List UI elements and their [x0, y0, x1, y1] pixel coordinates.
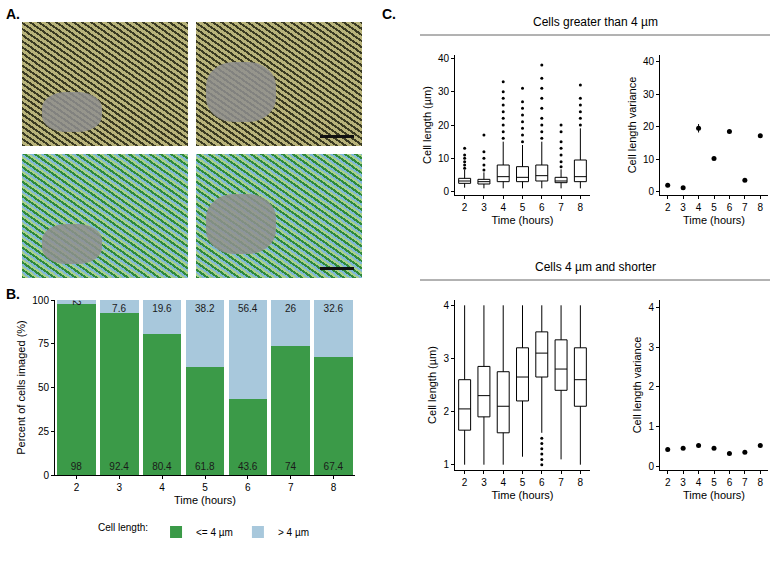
svg-text:6: 6 — [539, 477, 545, 488]
svg-text:4: 4 — [648, 302, 654, 313]
svg-text:5: 5 — [520, 202, 526, 213]
svg-text:98: 98 — [71, 461, 83, 472]
svg-text:7: 7 — [288, 482, 294, 493]
svg-text:3: 3 — [443, 353, 449, 364]
svg-text:2: 2 — [665, 202, 671, 213]
svg-text:2: 2 — [665, 477, 671, 488]
svg-text:Cells 4 µm and shorter: Cells 4 µm and shorter — [535, 260, 656, 274]
svg-text:Cell length variance: Cell length variance — [626, 77, 638, 174]
svg-text:Time (hours): Time (hours) — [683, 489, 745, 501]
svg-text:1: 1 — [648, 421, 654, 432]
svg-text:Time (hours): Time (hours) — [174, 494, 236, 506]
svg-text:10: 10 — [438, 153, 450, 164]
svg-text:75: 75 — [38, 338, 50, 349]
svg-text:43.6: 43.6 — [238, 461, 258, 472]
svg-text:20: 20 — [643, 121, 655, 132]
svg-text:Time (hours): Time (hours) — [492, 489, 554, 501]
svg-text:8: 8 — [578, 477, 584, 488]
svg-text:Cell length (µm): Cell length (µm) — [426, 346, 438, 424]
svg-text:4: 4 — [443, 300, 449, 311]
svg-text:4: 4 — [696, 477, 702, 488]
svg-text:19.6: 19.6 — [152, 303, 172, 314]
svg-text:6: 6 — [727, 202, 733, 213]
svg-text:<= 4 µm: <= 4 µm — [196, 527, 233, 538]
svg-text:4: 4 — [159, 482, 165, 493]
svg-text:74: 74 — [285, 461, 297, 472]
svg-text:80.4: 80.4 — [152, 461, 172, 472]
svg-text:30: 30 — [438, 86, 450, 97]
svg-text:67.4: 67.4 — [324, 461, 344, 472]
svg-text:3: 3 — [117, 482, 123, 493]
svg-text:8: 8 — [331, 482, 337, 493]
svg-text:38.2: 38.2 — [195, 303, 215, 314]
svg-text:Cell length:: Cell length: — [98, 522, 148, 533]
svg-text:0: 0 — [443, 186, 449, 197]
svg-text:26: 26 — [285, 303, 297, 314]
svg-text:2: 2 — [462, 477, 468, 488]
svg-text:5: 5 — [520, 477, 526, 488]
svg-text:3: 3 — [680, 477, 686, 488]
svg-text:Time (hours): Time (hours) — [492, 214, 554, 226]
svg-text:0: 0 — [648, 186, 654, 197]
svg-text:2: 2 — [74, 482, 80, 493]
svg-text:25: 25 — [38, 426, 50, 437]
svg-text:4: 4 — [696, 202, 702, 213]
svg-text:2: 2 — [443, 406, 449, 417]
svg-text:Cell length (µm): Cell length (µm) — [421, 86, 433, 164]
svg-text:Cell length variance: Cell length variance — [631, 337, 643, 434]
svg-text:A.: A. — [6, 6, 20, 22]
svg-text:8: 8 — [578, 202, 584, 213]
svg-text:92.4: 92.4 — [109, 461, 129, 472]
svg-text:8: 8 — [758, 477, 764, 488]
svg-text:4: 4 — [500, 202, 506, 213]
svg-text:50: 50 — [38, 382, 50, 393]
svg-text:7.6: 7.6 — [112, 303, 126, 314]
svg-text:6: 6 — [245, 482, 251, 493]
svg-text:Time (hours): Time (hours) — [683, 214, 745, 226]
svg-text:61.8: 61.8 — [195, 461, 215, 472]
svg-text:> 4 µm: > 4 µm — [278, 527, 309, 538]
svg-text:100: 100 — [32, 295, 49, 306]
svg-text:2: 2 — [71, 300, 82, 306]
svg-text:0: 0 — [43, 470, 49, 481]
svg-text:1: 1 — [443, 459, 449, 470]
svg-text:7: 7 — [558, 477, 564, 488]
svg-text:3: 3 — [648, 342, 654, 353]
svg-text:Percent of cells imaged (%): Percent of cells imaged (%) — [15, 320, 27, 455]
svg-text:30: 30 — [643, 89, 655, 100]
svg-text:7: 7 — [558, 202, 564, 213]
svg-text:3: 3 — [680, 202, 686, 213]
svg-text:Cells greater than 4 µm: Cells greater than 4 µm — [533, 15, 658, 29]
svg-text:10: 10 — [643, 154, 655, 165]
svg-text:C.: C. — [382, 6, 396, 22]
svg-text:5: 5 — [711, 202, 717, 213]
svg-text:20: 20 — [438, 120, 450, 131]
svg-text:3: 3 — [481, 202, 487, 213]
svg-text:32.6: 32.6 — [324, 303, 344, 314]
svg-text:2: 2 — [462, 202, 468, 213]
svg-text:6: 6 — [727, 477, 733, 488]
svg-text:3: 3 — [481, 477, 487, 488]
svg-text:56.4: 56.4 — [238, 303, 258, 314]
svg-text:5: 5 — [202, 482, 208, 493]
svg-text:5: 5 — [711, 477, 717, 488]
svg-text:40: 40 — [438, 53, 450, 64]
svg-text:8: 8 — [758, 202, 764, 213]
svg-text:0: 0 — [648, 461, 654, 472]
svg-text:B.: B. — [6, 286, 20, 302]
svg-text:7: 7 — [742, 477, 748, 488]
svg-text:7: 7 — [742, 202, 748, 213]
svg-text:40: 40 — [643, 56, 655, 67]
svg-text:6: 6 — [539, 202, 545, 213]
svg-text:2: 2 — [648, 381, 654, 392]
svg-text:4: 4 — [500, 477, 506, 488]
